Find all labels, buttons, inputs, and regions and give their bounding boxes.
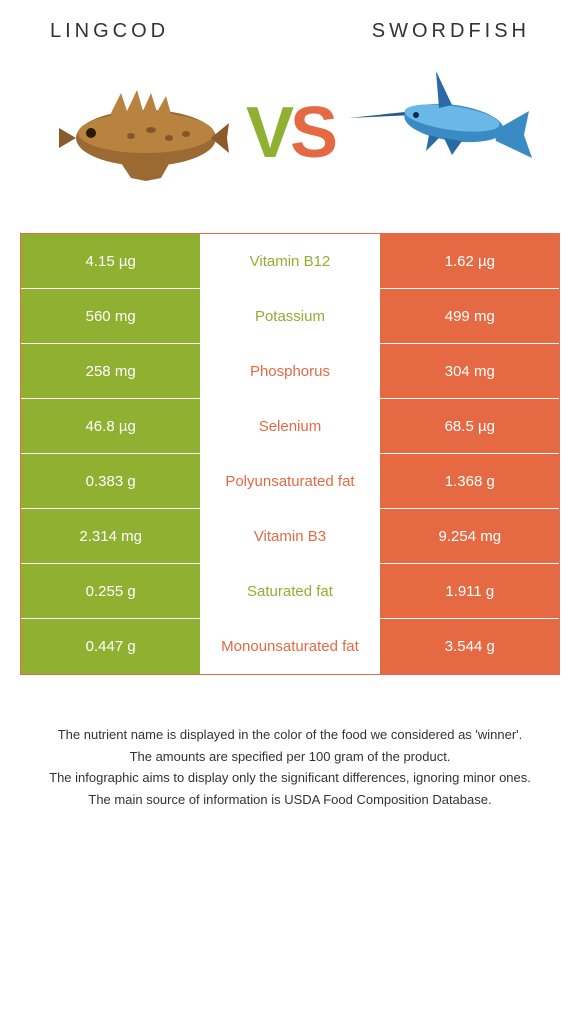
value-right: 304 mg <box>380 344 559 398</box>
value-right: 68.5 µg <box>380 399 559 453</box>
value-right: 499 mg <box>380 289 559 343</box>
nutrient-name: Potassium <box>200 289 379 343</box>
table-row: 258 mgPhosphorus304 mg <box>21 344 559 399</box>
nutrient-name: Saturated fat <box>200 564 379 618</box>
table-row: 560 mgPotassium499 mg <box>21 289 559 344</box>
footer-line: The main source of information is USDA F… <box>20 790 560 810</box>
table-row: 0.383 gPolyunsaturated fat1.368 g <box>21 454 559 509</box>
table-row: 0.447 gMonounsaturated fat3.544 g <box>21 619 559 674</box>
value-left: 4.15 µg <box>21 234 200 288</box>
value-right: 3.544 g <box>380 619 559 674</box>
footer-line: The nutrient name is displayed in the co… <box>20 725 560 745</box>
value-right: 1.368 g <box>380 454 559 508</box>
footer-notes: The nutrient name is displayed in the co… <box>0 675 580 831</box>
table-row: 0.255 gSaturated fat1.911 g <box>21 564 559 619</box>
nutrient-name: Monounsaturated fat <box>200 619 379 674</box>
value-left: 46.8 µg <box>21 399 200 453</box>
nutrient-name: Phosphorus <box>200 344 379 398</box>
nutrient-name: Vitamin B3 <box>200 509 379 563</box>
value-left: 560 mg <box>21 289 200 343</box>
comparison-images: VS <box>0 53 580 233</box>
value-right: 1.911 g <box>380 564 559 618</box>
lingcod-image <box>46 63 236 203</box>
vs-label: VS <box>246 92 334 174</box>
swordfish-image <box>344 63 534 203</box>
vs-v: V <box>246 93 290 173</box>
table-row: 4.15 µgVitamin B121.62 µg <box>21 234 559 289</box>
value-left: 0.383 g <box>21 454 200 508</box>
table-row: 46.8 µgSelenium68.5 µg <box>21 399 559 454</box>
value-left: 2.314 mg <box>21 509 200 563</box>
table-row: 2.314 mgVitamin B39.254 mg <box>21 509 559 564</box>
value-right: 1.62 µg <box>380 234 559 288</box>
nutrient-name: Vitamin B12 <box>200 234 379 288</box>
value-left: 0.447 g <box>21 619 200 674</box>
title-right: Swordfish <box>372 20 530 43</box>
nutrient-table: 4.15 µgVitamin B121.62 µg560 mgPotassium… <box>20 233 560 675</box>
value-left: 0.255 g <box>21 564 200 618</box>
title-left: Lingcod <box>50 20 169 43</box>
header: Lingcod Swordfish <box>0 0 580 53</box>
vs-s: S <box>290 93 334 173</box>
footer-line: The amounts are specified per 100 gram o… <box>20 747 560 767</box>
value-left: 258 mg <box>21 344 200 398</box>
nutrient-name: Selenium <box>200 399 379 453</box>
nutrient-name: Polyunsaturated fat <box>200 454 379 508</box>
footer-line: The infographic aims to display only the… <box>20 768 560 788</box>
value-right: 9.254 mg <box>380 509 559 563</box>
